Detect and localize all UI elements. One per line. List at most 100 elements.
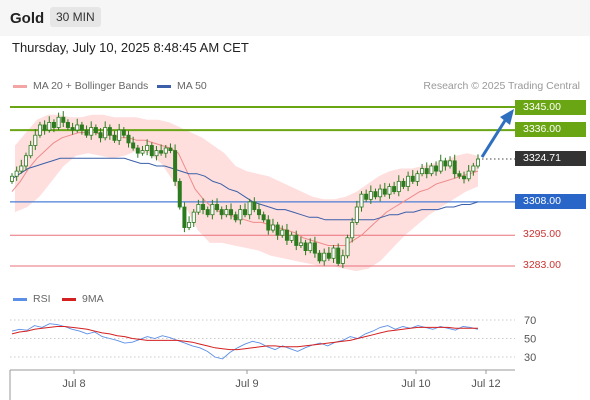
- candle: [98, 128, 103, 143]
- candle-body: [9, 175, 14, 182]
- candle: [368, 185, 373, 204]
- candle: [107, 124, 112, 140]
- candle-body: [242, 209, 247, 216]
- bollinger-band-area: [15, 114, 478, 272]
- candle: [65, 119, 70, 131]
- candle-body: [131, 142, 136, 149]
- candle: [51, 119, 56, 133]
- candle: [93, 124, 98, 136]
- rsi-level-label: 70: [524, 315, 536, 327]
- candle-body: [312, 242, 317, 254]
- candle: [331, 244, 336, 263]
- legend-rsi-ma-swatch: [62, 297, 76, 301]
- candle-body: [163, 147, 168, 154]
- candle-body: [159, 150, 164, 154]
- legend-ma50-swatch: [157, 84, 171, 88]
- candle-body: [51, 121, 56, 128]
- candle-body: [275, 224, 280, 236]
- candle: [392, 181, 397, 195]
- legend-ma50-label: MA 50: [177, 80, 207, 92]
- candle: [270, 218, 275, 233]
- candle: [438, 154, 443, 174]
- candle: [247, 198, 252, 220]
- candle: [89, 121, 94, 140]
- candle: [84, 125, 89, 138]
- candle: [168, 143, 173, 154]
- candle: [387, 183, 392, 199]
- candle: [28, 140, 33, 159]
- candle: [79, 121, 84, 135]
- candle: [275, 221, 280, 240]
- candle: [201, 198, 206, 215]
- rsi-line: [11, 323, 479, 360]
- candle-body: [65, 121, 70, 128]
- candle: [364, 189, 369, 202]
- candle: [401, 178, 406, 190]
- candle-body: [420, 168, 425, 175]
- candle-body: [340, 255, 345, 264]
- candle: [266, 215, 271, 235]
- candle-body: [168, 147, 173, 151]
- legend-bb-label: MA 20 + Bollinger Bands: [33, 80, 149, 92]
- candle: [121, 127, 126, 138]
- candle-body: [135, 147, 140, 154]
- candle: [9, 173, 14, 184]
- candle: [177, 178, 182, 210]
- candle: [312, 236, 317, 258]
- candle-body: [434, 165, 439, 172]
- candle-body: [378, 188, 383, 198]
- candle-body: [261, 214, 266, 221]
- candle-body: [396, 180, 401, 193]
- candle-body: [280, 229, 285, 236]
- candle-body: [238, 209, 243, 221]
- candle-body: [145, 145, 150, 151]
- candle: [378, 184, 383, 202]
- candle-body: [406, 175, 411, 187]
- candle-body: [256, 209, 261, 216]
- candle-body: [219, 209, 224, 216]
- candle-body: [471, 165, 476, 172]
- candle-body: [205, 209, 210, 216]
- candle-body: [368, 191, 373, 200]
- candle-body: [387, 186, 392, 195]
- candle-body: [322, 252, 327, 262]
- candle-body: [350, 222, 355, 239]
- ma50-line: [11, 157, 479, 221]
- x-tick-label: Jul 12: [471, 378, 500, 390]
- candle: [238, 204, 243, 225]
- candle: [103, 121, 108, 141]
- candle: [326, 247, 331, 261]
- candle: [434, 161, 439, 176]
- candle-body: [270, 224, 275, 231]
- candle-body: [177, 180, 182, 208]
- candle-body: [79, 124, 84, 131]
- candle: [452, 154, 457, 179]
- candle: [149, 142, 154, 159]
- candle: [145, 139, 150, 156]
- candle: [242, 203, 247, 218]
- candle-body: [107, 127, 112, 136]
- candle: [159, 144, 164, 156]
- candle: [112, 130, 117, 143]
- candle: [382, 182, 387, 197]
- candle-body: [103, 127, 108, 139]
- candle: [471, 162, 476, 176]
- candle-body: [70, 127, 75, 131]
- candle: [303, 239, 308, 256]
- candle-body: [452, 160, 457, 175]
- candle: [354, 200, 359, 225]
- candle: [294, 230, 299, 251]
- x-tick-label: Jul 9: [235, 378, 258, 390]
- candle-body: [326, 252, 331, 259]
- candle-body: [229, 209, 234, 216]
- candle-body: [354, 206, 359, 223]
- candle: [345, 234, 350, 259]
- candle-body: [42, 124, 47, 131]
- legend-rsi: RSI: [13, 293, 51, 305]
- candle: [70, 122, 75, 135]
- candle-body: [284, 229, 289, 241]
- timeframe-badge[interactable]: 30 MIN: [50, 7, 101, 27]
- candle-body: [154, 150, 159, 157]
- candle-body: [182, 206, 187, 228]
- candle-body: [14, 170, 19, 177]
